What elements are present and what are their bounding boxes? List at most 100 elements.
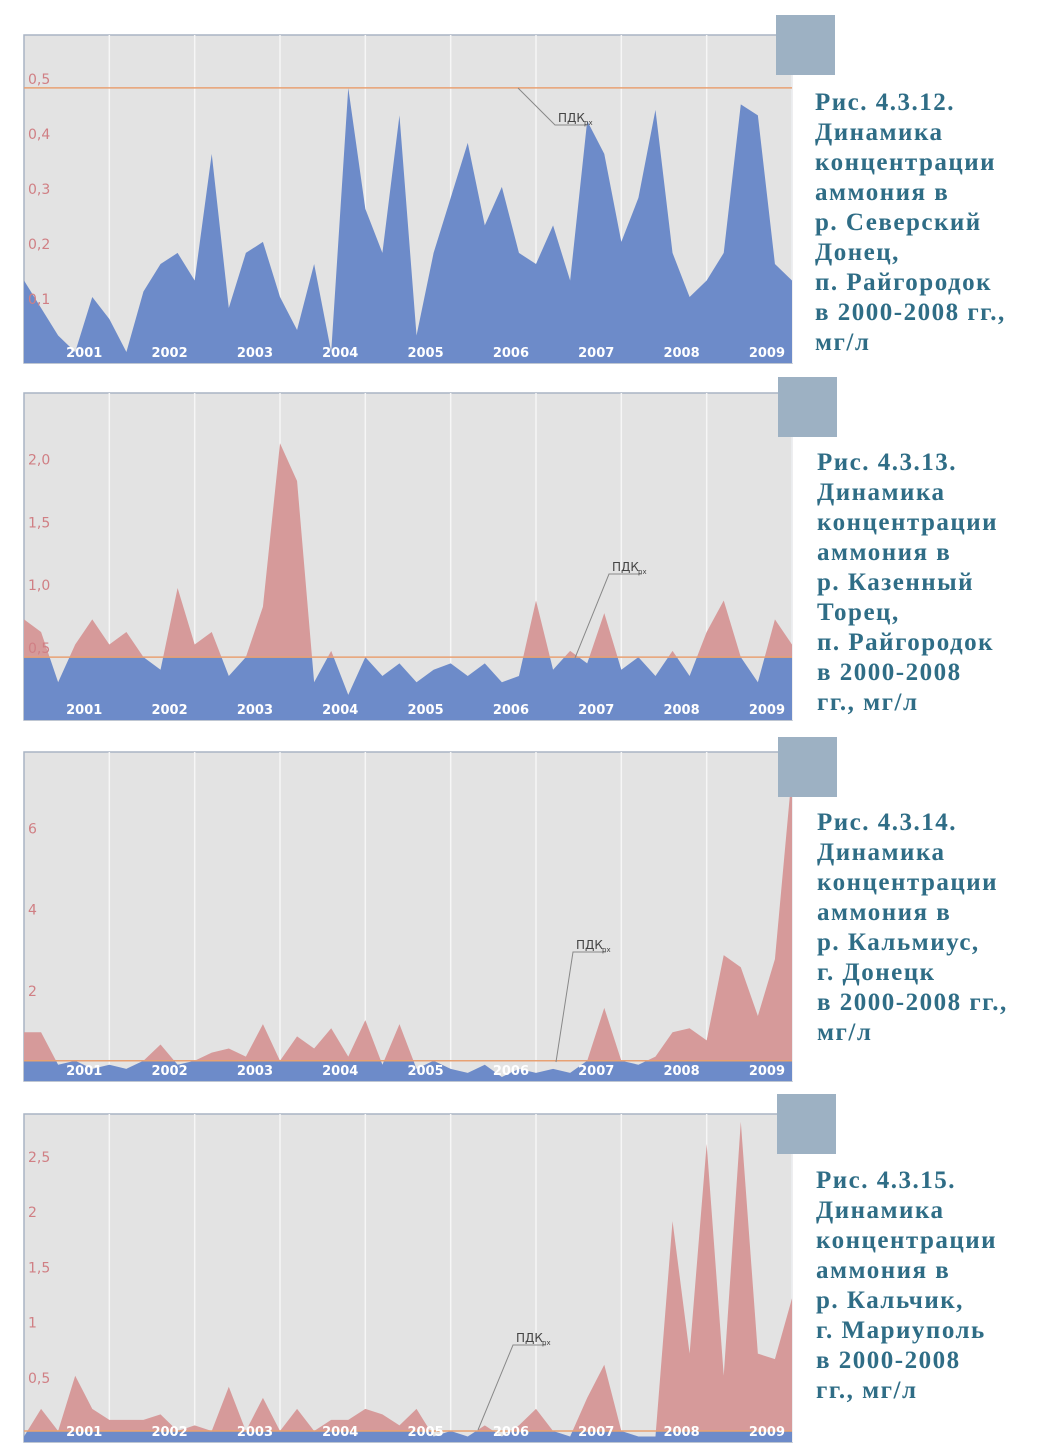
x-tick-label: 2005 <box>407 703 443 718</box>
annotation-sub: рх <box>584 119 593 127</box>
x-tick-label: 2003 <box>237 1064 273 1079</box>
x-tick-label: 2009 <box>749 1425 785 1440</box>
y-tick-label: 1,5 <box>28 1260 50 1276</box>
caption-line: р. Казенный <box>817 569 974 596</box>
caption-line: в 2000-2008 <box>816 1347 961 1374</box>
y-tick-label: 0,5 <box>28 72 50 88</box>
caption-line: Динамика <box>817 839 945 866</box>
annotation-text: ПДК <box>612 560 639 574</box>
y-tick-label: 2 <box>28 1205 37 1221</box>
y-tick-label: 0,2 <box>28 237 50 253</box>
x-tick-label: 2009 <box>749 346 785 361</box>
y-tick-label: 2 <box>28 984 37 1000</box>
x-tick-label: 2006 <box>493 346 529 361</box>
caption-line: аммония в <box>816 1257 950 1284</box>
caption-line: п. Райгородок <box>815 269 992 296</box>
x-tick-label: 2006 <box>493 703 529 718</box>
caption-line: в 2000-2008 <box>817 659 962 686</box>
x-tick-label: 2006 <box>493 1064 529 1079</box>
decor-square <box>778 737 837 797</box>
caption-line: р. Северский <box>815 209 982 236</box>
caption-line: гг., мг/л <box>816 1377 918 1404</box>
decor-square <box>778 377 837 437</box>
y-tick-label: 2,0 <box>28 452 50 468</box>
annotation-text: ПДК <box>558 111 585 125</box>
x-tick-label: 2003 <box>237 703 273 718</box>
x-tick-label: 2008 <box>663 703 699 718</box>
x-tick-label: 2003 <box>237 1425 273 1440</box>
x-tick-label: 2007 <box>578 703 614 718</box>
caption-line: концентрации <box>817 869 998 896</box>
annotation-leader <box>555 951 606 1063</box>
y-tick-label: 1,0 <box>28 578 50 594</box>
x-tick-label: 2004 <box>322 1425 358 1440</box>
x-tick-label: 2003 <box>237 346 273 361</box>
caption-line: г. Мариуполь <box>816 1317 986 1344</box>
caption-line: аммония в <box>815 179 949 206</box>
annotation-leader <box>517 87 588 126</box>
x-tick-label: 2001 <box>66 1425 102 1440</box>
caption-line: мг/л <box>817 1019 872 1046</box>
annotation-sub: рх <box>602 946 611 954</box>
area-below <box>24 87 792 363</box>
caption-line: концентрации <box>817 509 998 536</box>
caption-line: г. Донецк <box>817 959 936 986</box>
caption-line: Динамика <box>817 479 945 506</box>
x-tick-label: 2004 <box>322 703 358 718</box>
x-tick-label: 2001 <box>66 1064 102 1079</box>
caption-line: Рис. 4.3.15. <box>816 1167 956 1194</box>
caption-line: концентрации <box>816 1227 997 1254</box>
annotation-text: ПДК <box>516 1331 543 1345</box>
area-above <box>24 443 792 658</box>
y-tick-label: 0,1 <box>28 292 50 308</box>
x-tick-label: 2001 <box>66 346 102 361</box>
annotation-sub: рх <box>542 1339 551 1347</box>
caption-line: Донец, <box>815 239 900 266</box>
y-tick-label: 0,3 <box>28 182 50 198</box>
x-tick-label: 2008 <box>663 1064 699 1079</box>
caption-line: р. Кальчик, <box>816 1287 964 1314</box>
caption-line: в 2000-2008 гг., <box>817 989 1008 1016</box>
x-tick-label: 2005 <box>407 346 443 361</box>
x-tick-label: 2009 <box>749 1064 785 1079</box>
y-tick-label: 4 <box>28 903 37 919</box>
x-tick-label: 2004 <box>322 1064 358 1079</box>
x-tick-label: 2007 <box>578 1425 614 1440</box>
y-tick-label: 2,5 <box>28 1150 50 1166</box>
caption-line: Динамика <box>815 119 943 146</box>
area-above <box>27 1121 792 1431</box>
annotation-leader <box>477 1344 546 1431</box>
x-tick-label: 2002 <box>151 346 187 361</box>
caption-line: аммония в <box>817 899 951 926</box>
caption-line: концентрации <box>815 149 996 176</box>
x-tick-label: 2008 <box>663 346 699 361</box>
x-tick-label: 2009 <box>749 703 785 718</box>
y-tick-label: 0,4 <box>28 127 50 143</box>
decor-square <box>776 15 835 75</box>
caption-line: Динамика <box>816 1197 944 1224</box>
caption-line: аммония в <box>817 539 951 566</box>
caption-line: Рис. 4.3.12. <box>815 89 955 116</box>
caption-line: Торец, <box>817 599 900 626</box>
y-tick-label: 6 <box>28 821 37 837</box>
area-above <box>24 772 792 1061</box>
x-tick-label: 2005 <box>407 1064 443 1079</box>
annotation-sub: рх <box>638 568 647 576</box>
x-tick-label: 2007 <box>578 346 614 361</box>
x-tick-label: 2006 <box>493 1425 529 1440</box>
annotation-text: ПДК <box>576 938 603 952</box>
y-tick-label: 0,5 <box>28 1371 50 1387</box>
caption-line: гг., мг/л <box>817 689 919 716</box>
area-below <box>24 1060 792 1081</box>
caption-line: Рис. 4.3.14. <box>817 809 957 836</box>
caption-line: р. Кальмиус, <box>817 929 980 956</box>
annotation-leader <box>574 573 642 659</box>
y-tick-label: 0,5 <box>28 641 50 657</box>
caption-line: мг/л <box>815 329 870 356</box>
x-tick-label: 2002 <box>151 1425 187 1440</box>
x-tick-label: 2002 <box>151 1064 187 1079</box>
x-tick-label: 2005 <box>407 1425 443 1440</box>
x-tick-label: 2001 <box>66 703 102 718</box>
area-below <box>24 1430 792 1442</box>
